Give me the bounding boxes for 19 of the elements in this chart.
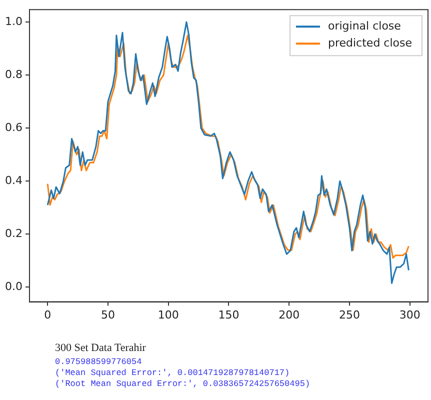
y-tick-label: 0.8 — [4, 68, 22, 81]
x-tick-label: 300 — [399, 308, 420, 322]
x-tick-label: 200 — [278, 308, 300, 322]
x-tick-label: 0 — [44, 308, 52, 322]
text: 300 Set Data Terahir — [55, 342, 147, 354]
y-tick-label: 0.0 — [4, 280, 22, 294]
x-tick-label: 250 — [339, 308, 360, 322]
text: ('Mean Squared Error:', 0.0014719287978140717) — [55, 368, 291, 379]
x-tick-label: 50 — [100, 308, 115, 322]
text: 0.975988599776054 — [55, 357, 143, 368]
legend-label: predicted close — [328, 36, 412, 50]
y-tick-label: 1.0 — [4, 14, 22, 28]
text: ('Root Mean Squared Error:', 0.038365724257650495) — [55, 379, 310, 390]
y-tick-label: 0.2 — [4, 227, 22, 240]
x-tick-label: 100 — [158, 308, 179, 322]
y-tick-label: 0.6 — [4, 120, 22, 134]
legend-label: original close — [328, 19, 402, 32]
x-tick-label: 150 — [218, 308, 240, 322]
y-tick-label: 0.4 — [4, 174, 22, 188]
